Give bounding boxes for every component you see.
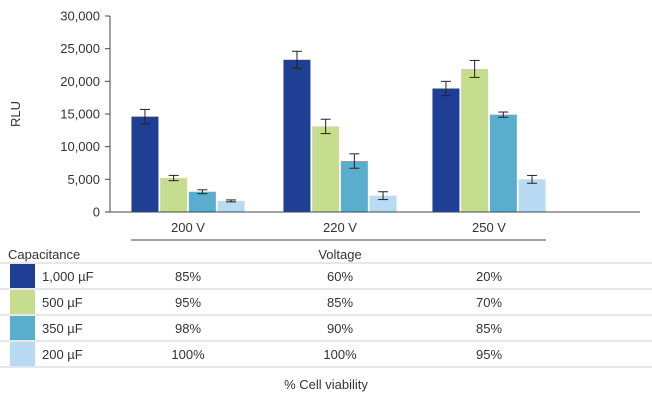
legend-swatch [10, 264, 35, 288]
bar [432, 88, 460, 212]
table-cell: 85% [175, 269, 201, 284]
bar [461, 68, 489, 212]
table-cell: 85% [476, 321, 502, 336]
y-tick-label: 5,000 [67, 172, 100, 187]
table-cell: 100% [171, 347, 205, 362]
table-cell: 60% [327, 269, 353, 284]
y-tick-label: 0 [93, 205, 100, 220]
table-cell: 70% [476, 295, 502, 310]
bar [217, 200, 245, 212]
bar [131, 116, 159, 212]
bar [312, 126, 340, 212]
y-tick-label: 10,000 [60, 139, 100, 154]
table-cell: 90% [327, 321, 353, 336]
table-cell: 95% [476, 347, 502, 362]
bar [188, 191, 216, 212]
legend-swatch [10, 316, 35, 340]
x-tick-label: 220 V [323, 220, 357, 235]
legend-swatch [10, 290, 35, 314]
x-tick-label: 200 V [171, 220, 205, 235]
x-tick-label: 250 V [472, 220, 506, 235]
bar [283, 59, 311, 213]
table-cell: 98% [175, 321, 201, 336]
bar [518, 179, 546, 212]
table-footer: % Cell viability [284, 377, 368, 392]
table-header-capacitance: Capacitance [8, 247, 80, 262]
legend-label: 500 µF [42, 295, 83, 310]
y-tick-label: 30,000 [60, 9, 100, 24]
y-tick-label: 15,000 [60, 107, 100, 122]
table-cell: 85% [327, 295, 353, 310]
y-tick-label: 25,000 [60, 41, 100, 56]
bar [369, 195, 397, 212]
bar [340, 161, 368, 212]
table-cell: 20% [476, 269, 502, 284]
x-axis-label: Voltage [318, 247, 361, 262]
y-tick-label: 20,000 [60, 74, 100, 89]
legend-label: 200 µF [42, 347, 83, 362]
table-cell: 100% [323, 347, 357, 362]
legend-label: 350 µF [42, 321, 83, 336]
bar [160, 178, 188, 212]
table-cell: 95% [175, 295, 201, 310]
legend-swatch [10, 342, 35, 366]
bar [489, 114, 517, 212]
y-axis-label: RLU [8, 101, 23, 127]
legend-label: 1,000 µF [42, 269, 94, 284]
